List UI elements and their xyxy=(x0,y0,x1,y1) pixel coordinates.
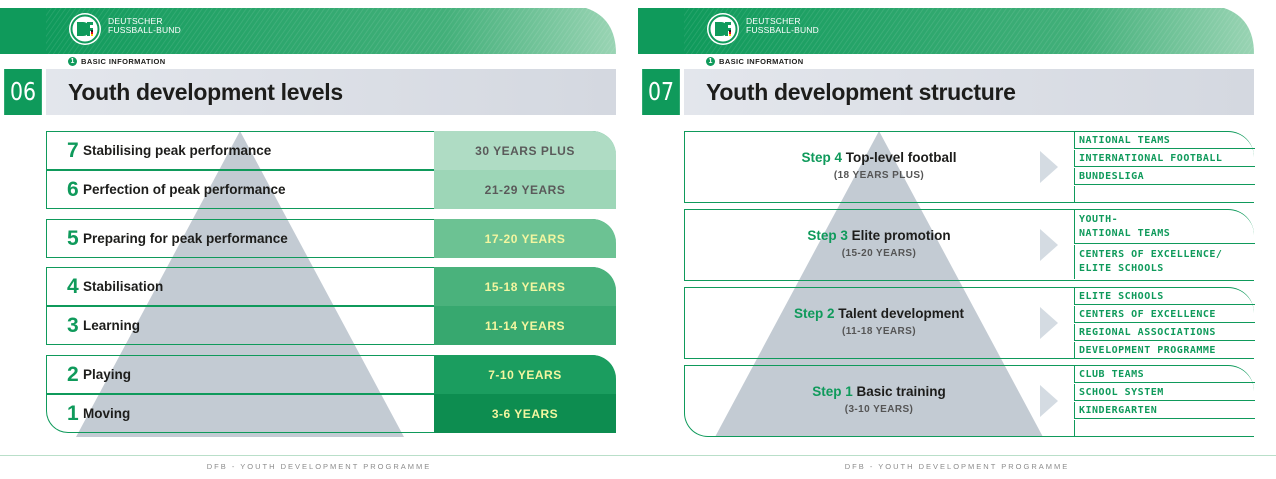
section-marker: 1 BASIC INFORMATION xyxy=(68,56,166,66)
step-item: SCHOOL SYSTEM xyxy=(1074,384,1255,401)
header-green-square xyxy=(638,8,684,54)
page-youth-development-structure: DEUTSCHER FUSSBALL-BUND 1 BASIC INFORMATI… xyxy=(638,0,1276,479)
level-label: Learning xyxy=(83,318,141,333)
header-banner xyxy=(46,8,616,54)
footer-divider xyxy=(0,455,638,456)
level-number: 6 xyxy=(67,178,79,201)
step-title: Step 1 Basic training xyxy=(685,384,1073,399)
step-age: (18 YEARS PLUS) xyxy=(833,170,925,181)
level-label: Stabilisation xyxy=(83,279,164,294)
pyramid-shape xyxy=(76,131,404,437)
step-number: Step 1 xyxy=(812,384,853,399)
age-badge: 30 YEARS PLUS xyxy=(434,131,616,170)
step-number: Step 2 xyxy=(793,306,835,321)
step-2-box: Step 2 Talent development (11-18 YEARS) … xyxy=(684,287,1255,359)
step-item xyxy=(1074,186,1255,203)
footer-text: DFB - YOUTH DEVELOPMENT PROGRAMME xyxy=(206,462,432,471)
level-number: 7 xyxy=(67,139,79,162)
step-title: Step 3 Elite promotion xyxy=(685,228,1073,243)
chevron-right-icon xyxy=(1040,151,1058,183)
step-item: CENTERS OF EXCELLENCE/ ELITE SCHOOLS xyxy=(1074,245,1255,279)
level-row-7: 7 Stabilising peak performance 30 YEARS … xyxy=(46,131,616,170)
chevron-right-icon xyxy=(1040,307,1058,339)
step-title: Step 2 Talent development xyxy=(685,306,1073,321)
dfb-logo-icon xyxy=(707,13,739,45)
step-item: CLUB TEAMS xyxy=(1074,366,1255,383)
step-item: BUNDESLIGA xyxy=(1074,168,1255,185)
step-item: YOUTH- NATIONAL TEAMS xyxy=(1074,210,1255,244)
age-badge: 11-14 YEARS xyxy=(434,306,616,345)
page-number: 07 xyxy=(642,69,680,115)
step-number: Step 4 xyxy=(801,150,842,165)
step-item: REGIONAL ASSOCIATIONS xyxy=(1074,324,1255,341)
level-label: Stabilising peak performance xyxy=(83,143,272,158)
header-banner xyxy=(684,8,1254,54)
section-number-badge: 1 xyxy=(706,56,715,66)
level-number: 2 xyxy=(67,363,79,386)
level-label: Playing xyxy=(83,367,132,382)
step-age: (3-10 YEARS) xyxy=(844,404,914,415)
level-label: Moving xyxy=(83,406,131,421)
footer-divider xyxy=(638,455,1276,456)
step-name: Basic training xyxy=(856,384,946,399)
section-label: BASIC INFORMATION xyxy=(81,56,166,66)
step-item: KINDERGARTEN xyxy=(1074,402,1255,419)
level-row-1: 1 Moving 3-6 YEARS xyxy=(46,394,616,433)
step-number: Step 3 xyxy=(807,228,848,243)
chevron-right-icon xyxy=(1040,229,1058,261)
level-row-6: 6 Perfection of peak performance 21-29 Y… xyxy=(46,170,616,209)
level-number: 5 xyxy=(67,227,79,250)
step-item: NATIONAL TEAMS xyxy=(1074,132,1255,149)
age-badge: 21-29 YEARS xyxy=(434,170,616,209)
section-number-badge: 1 xyxy=(68,56,77,66)
step-age: (11-18 YEARS) xyxy=(842,326,916,337)
pyramid-shape xyxy=(715,131,1043,437)
page-title: Youth development structure xyxy=(706,79,1016,105)
header-green-square xyxy=(0,8,46,54)
step-item xyxy=(1074,420,1255,437)
level-row-4: 4 Stabilisation 15-18 YEARS xyxy=(46,267,616,306)
step-1-box: Step 1 Basic training (3-10 YEARS) CLUB … xyxy=(684,365,1255,437)
age-badge: 7-10 YEARS xyxy=(434,355,616,394)
section-marker: 1 BASIC INFORMATION xyxy=(706,56,804,66)
step-name: Elite promotion xyxy=(851,228,951,243)
page-title: Youth development levels xyxy=(68,79,343,105)
step-3-box: Step 3 Elite promotion (15-20 YEARS) YOU… xyxy=(684,209,1255,281)
section-label: BASIC INFORMATION xyxy=(719,56,804,66)
age-badge: 15-18 YEARS xyxy=(434,267,616,306)
page-youth-development-levels: DEUTSCHER FUSSBALL-BUND 1 BASIC INFORMATI… xyxy=(0,8,638,471)
level-number: 1 xyxy=(67,402,79,425)
chevron-right-icon xyxy=(1040,385,1058,417)
level-row-2: 2 Playing 7-10 YEARS xyxy=(46,355,616,394)
step-item: ELITE SCHOOLS xyxy=(1074,288,1255,305)
title-bar: Youth development levels xyxy=(46,69,616,115)
title-bar: Youth development structure xyxy=(684,69,1254,115)
step-age: (15-20 YEARS) xyxy=(841,248,917,259)
dfb-logo-icon xyxy=(69,13,101,45)
step-item: CENTERS OF EXCELLENCE xyxy=(1074,306,1255,323)
age-badge: 3-6 YEARS xyxy=(434,394,616,433)
footer-text: DFB - YOUTH DEVELOPMENT PROGRAMME xyxy=(844,462,1070,471)
level-label: Perfection of peak performance xyxy=(83,182,286,197)
page-number: 06 xyxy=(4,69,42,115)
level-row-3: 3 Learning 11-14 YEARS xyxy=(46,306,616,345)
step-title: Step 4 Top-level football xyxy=(685,150,1073,165)
level-number: 4 xyxy=(67,275,79,298)
brand-name: DEUTSCHER FUSSBALL-BUND xyxy=(108,16,181,35)
step-item: DEVELOPMENT PROGRAMME xyxy=(1074,342,1255,359)
step-4-box: Step 4 Top-level football (18 YEARS PLUS… xyxy=(684,131,1255,203)
brand-name: DEUTSCHER FUSSBALL-BUND xyxy=(746,16,819,35)
age-badge: 17-20 YEARS xyxy=(434,219,616,258)
step-name: Top-level football xyxy=(845,150,957,165)
step-name: Talent development xyxy=(838,306,965,321)
level-label: Preparing for peak performance xyxy=(83,231,288,246)
step-item: INTERNATIONAL FOOTBALL xyxy=(1074,150,1255,167)
level-number: 3 xyxy=(67,314,79,337)
level-row-5: 5 Preparing for peak performance 17-20 Y… xyxy=(46,219,616,258)
